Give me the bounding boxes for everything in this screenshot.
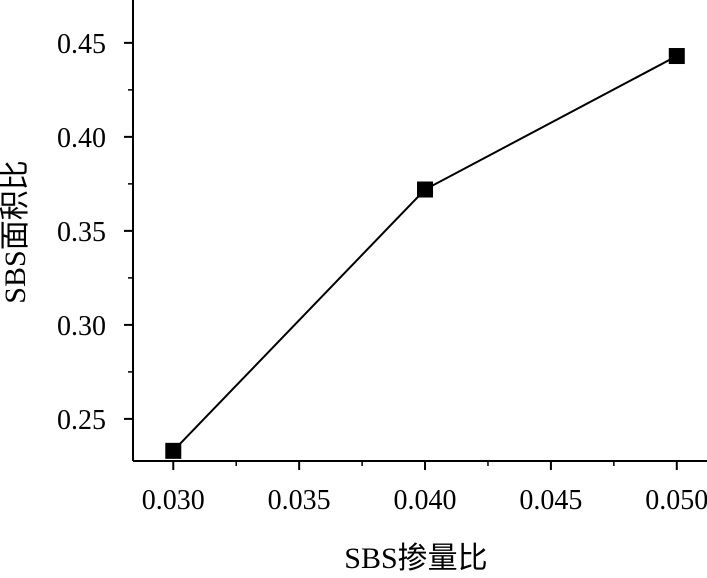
y-tick-label: 0.25 — [57, 405, 106, 436]
y-tick-label: 0.40 — [57, 123, 106, 154]
series-line — [172, 55, 678, 452]
y-tick-label: 0.35 — [57, 217, 106, 248]
data-point-marker — [417, 181, 434, 198]
x-tick-label: 0.050 — [645, 485, 707, 516]
x-tick-label: 0.045 — [519, 485, 582, 516]
tick-marks — [124, 41, 678, 470]
y-axis-title: SBS面积比 — [0, 160, 32, 303]
data-point-marker — [165, 442, 182, 459]
data-series — [165, 48, 685, 459]
axes — [132, 0, 707, 462]
x-tick-label: 0.040 — [394, 485, 457, 516]
y-tick-label: 0.30 — [57, 311, 106, 342]
x-tick-label: 0.030 — [142, 485, 205, 516]
y-tick-label: 0.45 — [57, 29, 106, 60]
data-point-marker — [668, 48, 685, 65]
x-axis-title: SBS掺量比 — [344, 542, 487, 573]
x-tick-label: 0.035 — [268, 485, 331, 516]
tick-labels: 0.030 0.035 0.040 0.045 0.050 0.25 0.30 0.35 0.4… — [57, 29, 707, 516]
